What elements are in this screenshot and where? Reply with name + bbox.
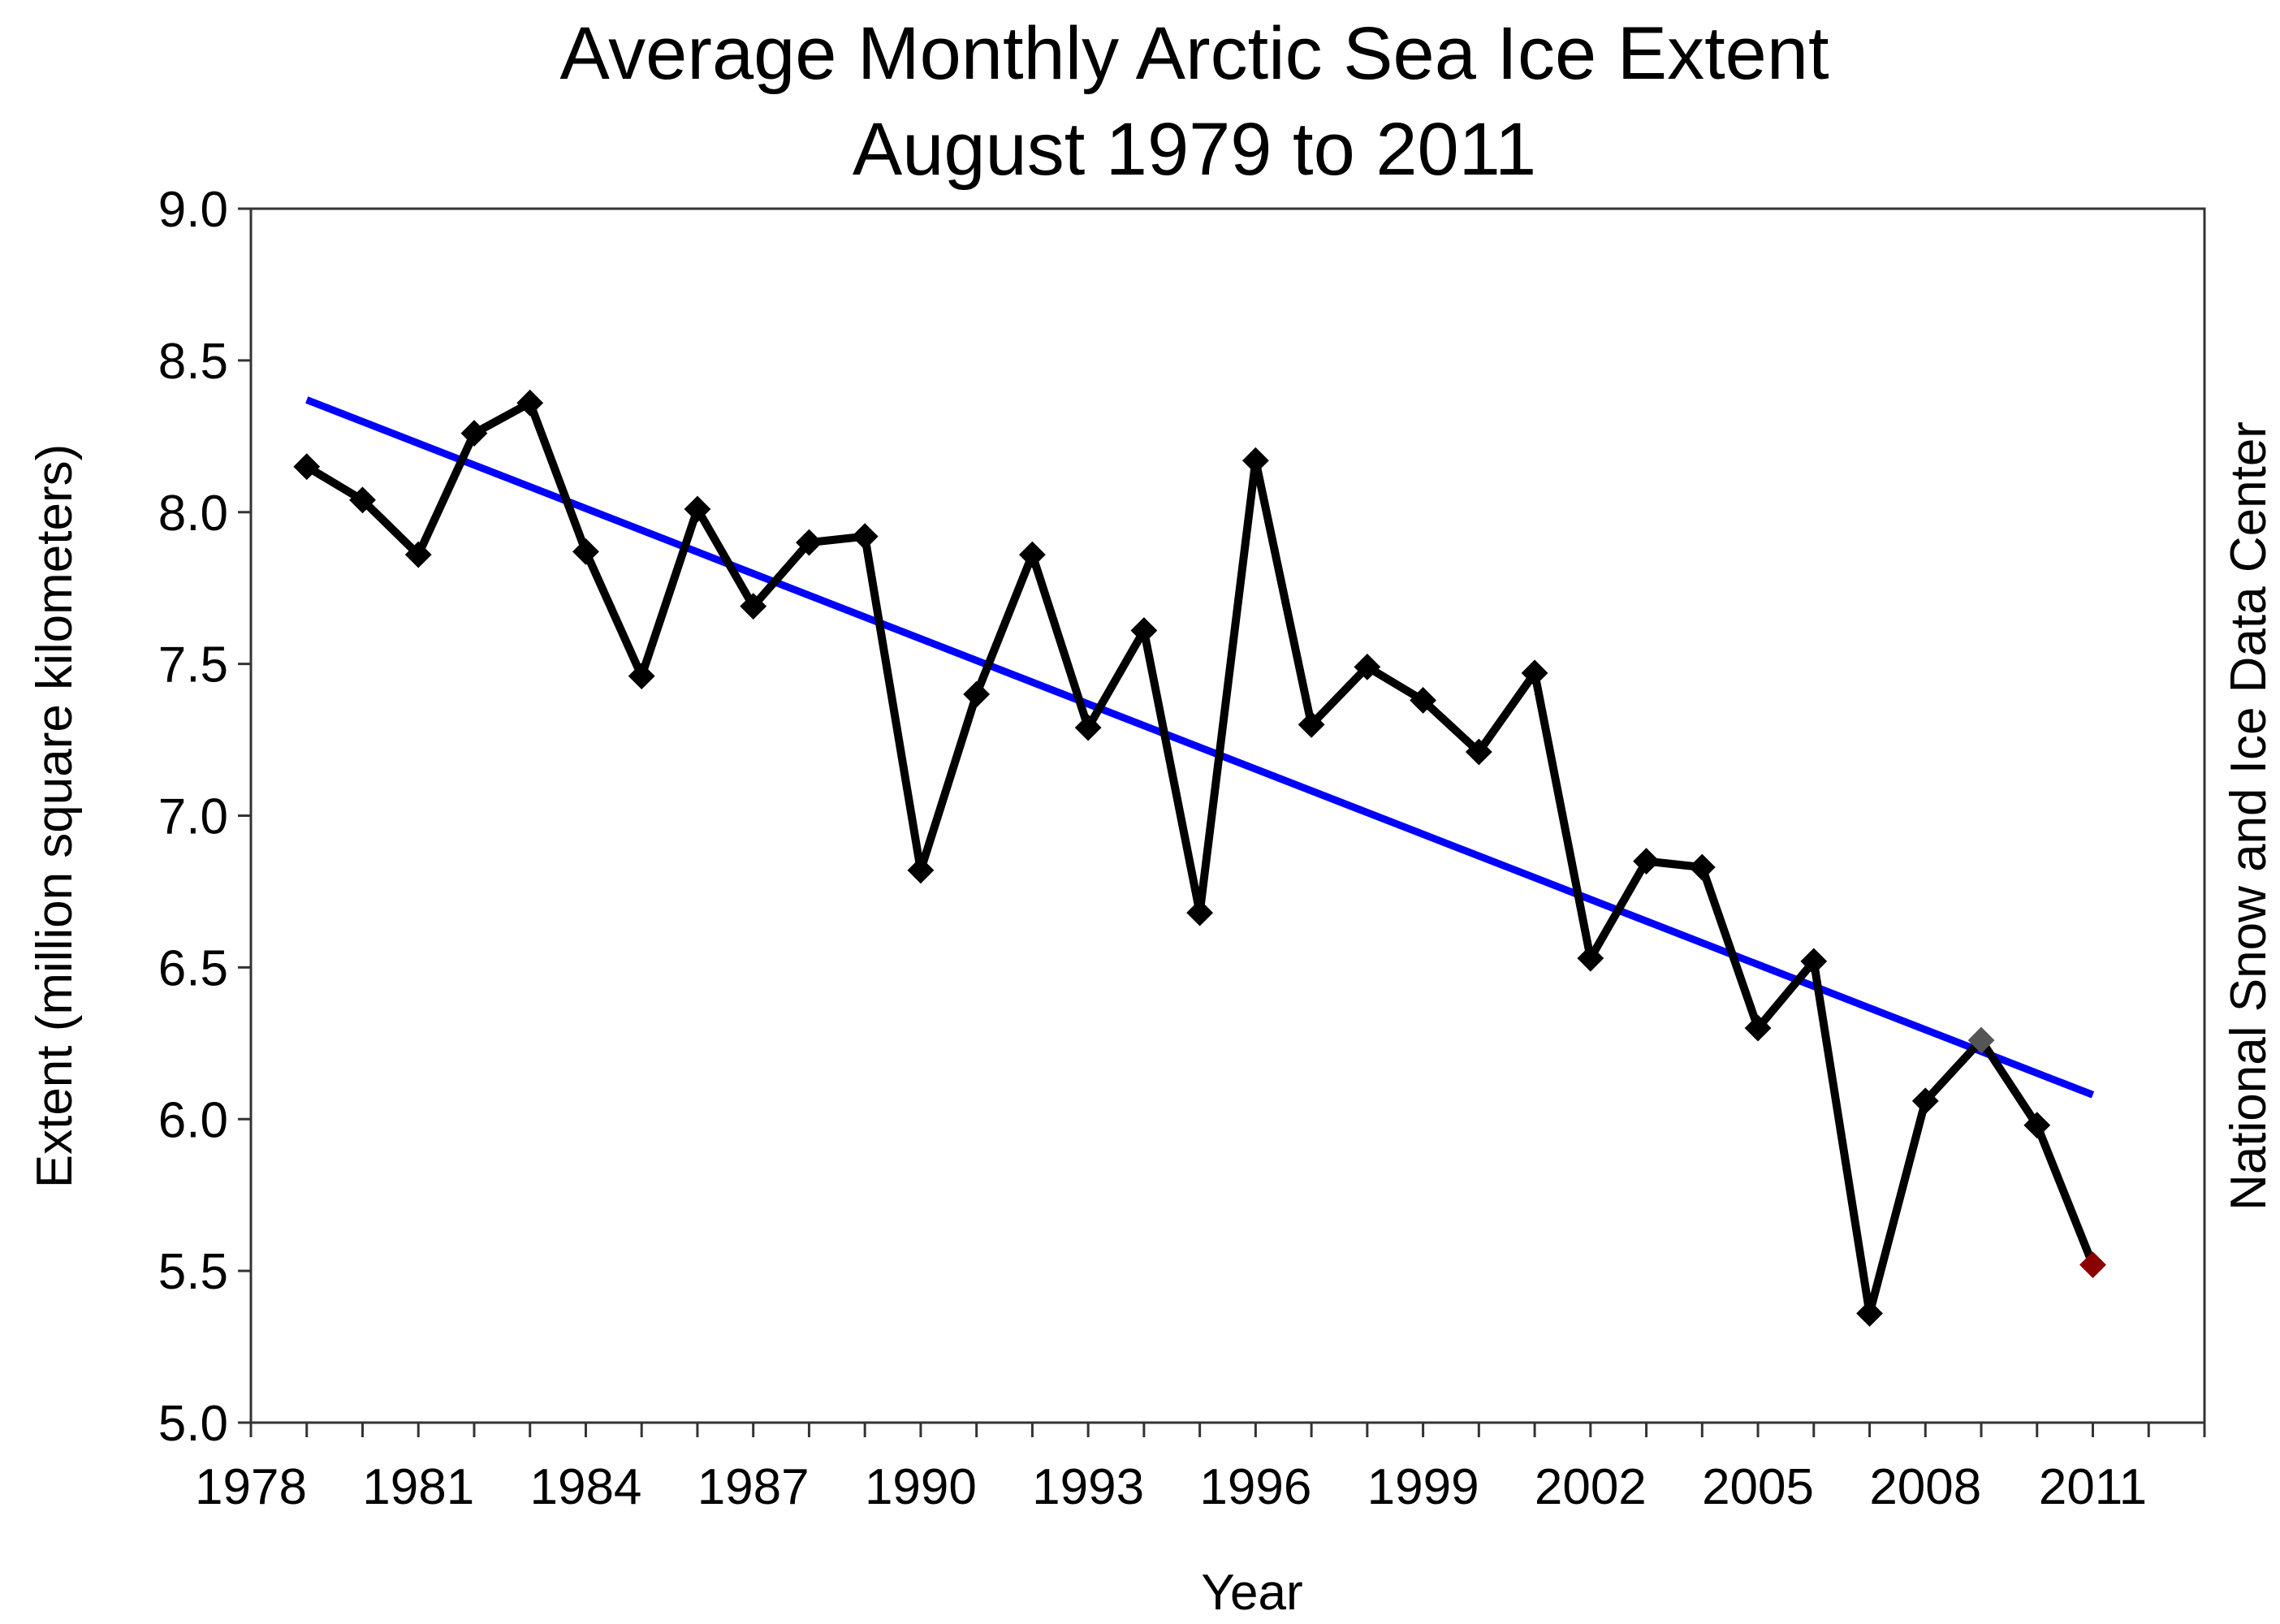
x-tick-label: 1990 [865,1459,977,1515]
data-point [460,420,488,447]
x-tick-label: 1996 [1199,1459,1311,1515]
data-point [1241,447,1269,474]
data-point [1354,653,1381,680]
trend-line [305,396,2095,1099]
data-point [796,529,823,556]
data-point [684,495,711,523]
x-tick-label: 2002 [1535,1459,1647,1515]
y-tick-label: 8.0 [158,486,228,542]
x-tick-label: 1978 [195,1459,307,1515]
data-point [1800,948,1828,975]
y-axis-label: Extent (million square kilometers) [27,444,83,1189]
data-point [404,541,432,568]
y-tick-label: 6.5 [158,940,228,996]
y-tick-label: 9.0 [158,182,228,238]
data-point [293,453,321,481]
data-point [2023,1112,2051,1139]
x-tick-label: 1999 [1367,1459,1479,1515]
data-point [1521,659,1548,687]
data-point [516,389,544,417]
y-tick-label: 7.5 [158,637,228,693]
data-point [963,680,991,708]
data-point [628,663,655,689]
series-markers [293,389,2106,1327]
x-tick-label: 2011 [2039,1459,2147,1515]
data-point [1018,541,1046,568]
y-axis: 5.0 5.5 6.0 6.5 7.0 7.5 8.0 8.5 9.0 [158,182,251,1452]
y-tick-label: 5.0 [158,1396,228,1452]
data-point [1967,1026,1995,1054]
chart-title: Average Monthly Arctic Sea Ice Extent [559,12,1829,95]
data-point [1410,687,1437,714]
series-line [304,397,2097,1315]
data-point [1633,848,1660,875]
x-tick-label: 1993 [1032,1459,1144,1515]
data-point [572,538,599,565]
data-point [1744,1014,1772,1042]
data-point [907,857,935,884]
x-tick-label: 2005 [1702,1459,1814,1515]
x-tick-label: 2008 [1869,1459,1981,1515]
x-axis: 1978 1981 1984 1987 1990 1993 1996 1999 2002 2005… [195,1423,2206,1515]
data-point [349,486,376,514]
data-point [851,523,879,551]
data-point [1298,710,1325,738]
data-point [1130,617,1158,644]
x-tick-label: 1981 [362,1459,474,1515]
y-tick-label: 8.5 [158,334,228,390]
source-label: National Snow and Ice Data Center [2221,421,2277,1211]
data-point [1688,853,1716,881]
x-tick-label: 1984 [529,1459,641,1515]
x-tick-label: 1987 [697,1459,810,1515]
y-tick-label: 5.5 [158,1244,228,1300]
data-point [1856,1300,1883,1327]
data-point [2079,1251,2106,1279]
data-point [1465,738,1492,766]
chart-subtitle: August 1979 to 2011 [853,108,1536,191]
data-point [1186,899,1214,926]
data-point [740,593,767,620]
plot-area [249,207,2206,1424]
y-tick-label: 7.0 [158,789,228,845]
data-point [1911,1087,1939,1115]
y-tick-label: 6.0 [158,1092,228,1148]
data-point [1074,714,1102,741]
data-point [1577,944,1604,972]
x-axis-label: Year [1201,1565,1302,1621]
